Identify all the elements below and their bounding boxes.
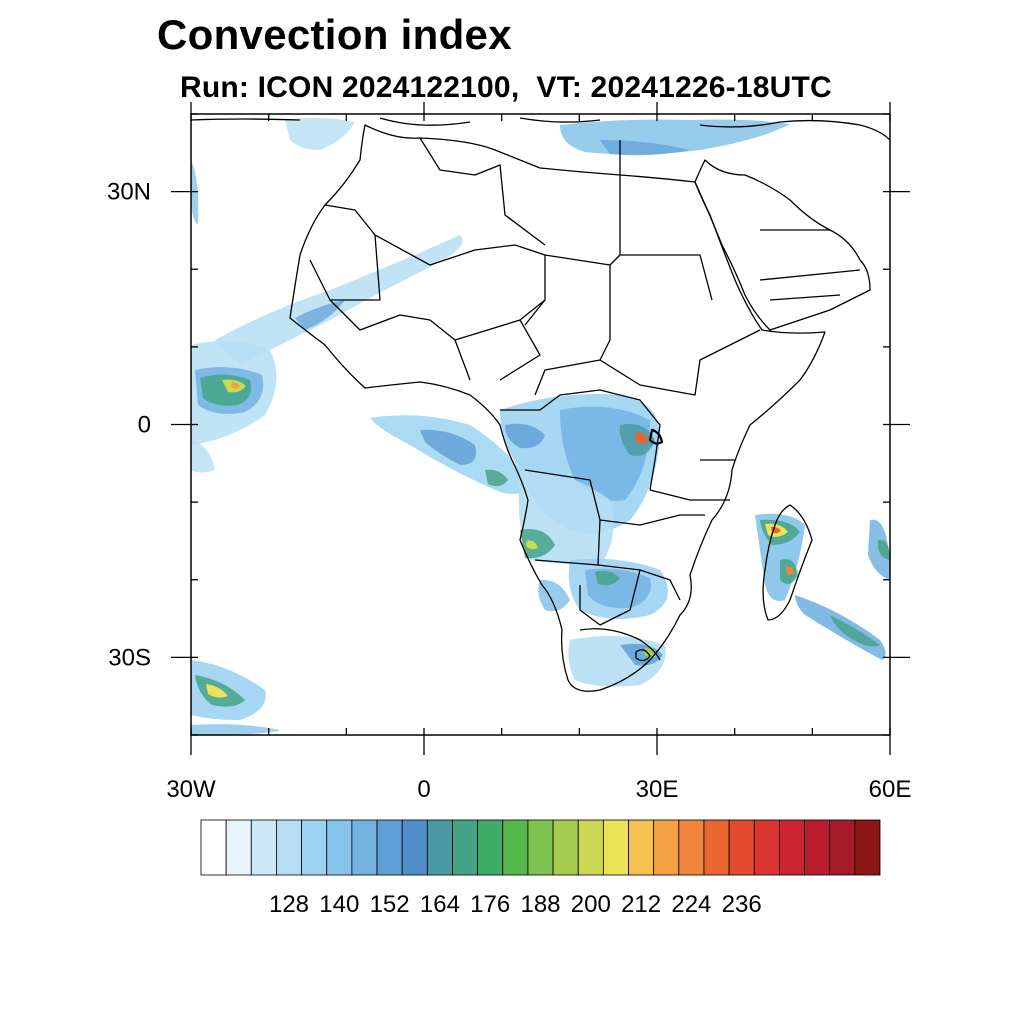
colorbar-swatch	[527, 819, 554, 876]
colorbar-swatch	[728, 819, 755, 876]
colorbar-swatch	[477, 819, 504, 876]
colorbar-swatch	[678, 819, 705, 876]
colorbar-label: 188	[520, 891, 560, 918]
colorbar-swatch	[703, 819, 730, 876]
convection-shading	[191, 117, 890, 735]
colorbar-swatch	[426, 819, 453, 876]
colorbar-swatch	[351, 819, 378, 876]
colorbar-swatch	[653, 819, 680, 876]
colorbar-swatch	[326, 819, 353, 876]
colorbar-swatch	[577, 819, 604, 876]
chart-title: Convection index	[157, 11, 512, 58]
colorbar-swatch	[401, 819, 428, 876]
colorbar-swatch	[829, 819, 856, 876]
colorbar-label: 152	[370, 891, 410, 918]
colorbar-label: 128	[269, 891, 309, 918]
colorbar-swatch	[276, 819, 302, 876]
colorbar-swatch	[602, 819, 629, 876]
colorbar-label: 236	[722, 891, 762, 918]
x-tick-label: 0	[417, 776, 430, 803]
colorbar-swatch	[502, 819, 529, 876]
chart-subtitle: Run: ICON 2024122100, VT: 20241226-18UTC	[180, 71, 832, 104]
axis-ticks	[171, 102, 910, 755]
colorbar-swatch	[753, 819, 780, 876]
colorbar-swatch	[552, 819, 579, 876]
y-tick-label: 30S	[108, 644, 151, 671]
colorbar-swatch	[854, 819, 881, 876]
axis-tick-labels: 30W 0 30E 60E 30N 0 30S	[107, 179, 911, 803]
x-tick-label: 60E	[869, 776, 912, 803]
colorbar-swatch	[200, 819, 227, 876]
colorbar-label: 212	[621, 891, 661, 918]
colorbar-label: 200	[571, 891, 611, 918]
colorbar-swatch	[628, 819, 655, 876]
colorbar-swatch	[376, 819, 403, 876]
x-tick-label: 30E	[636, 776, 679, 803]
colorbar-label: 176	[470, 891, 510, 918]
colorbar-swatch	[452, 819, 479, 876]
colorbar-swatch	[301, 819, 328, 876]
colorbar-swatch	[779, 819, 805, 876]
colorbar-swatch	[804, 819, 831, 876]
colorbar-label: 224	[671, 891, 711, 918]
colorbar: 128 140 152 164 176 188 200 212 224 236	[200, 819, 881, 918]
colorbar-label: 164	[420, 891, 460, 918]
x-tick-label: 30W	[166, 776, 216, 803]
colorbar-label: 140	[319, 891, 359, 918]
colorbar-swatch	[250, 819, 277, 876]
y-tick-label: 0	[138, 412, 151, 439]
colorbar-swatch	[225, 819, 252, 876]
coastlines-and-borders	[191, 117, 890, 692]
y-tick-label: 30N	[107, 179, 151, 206]
